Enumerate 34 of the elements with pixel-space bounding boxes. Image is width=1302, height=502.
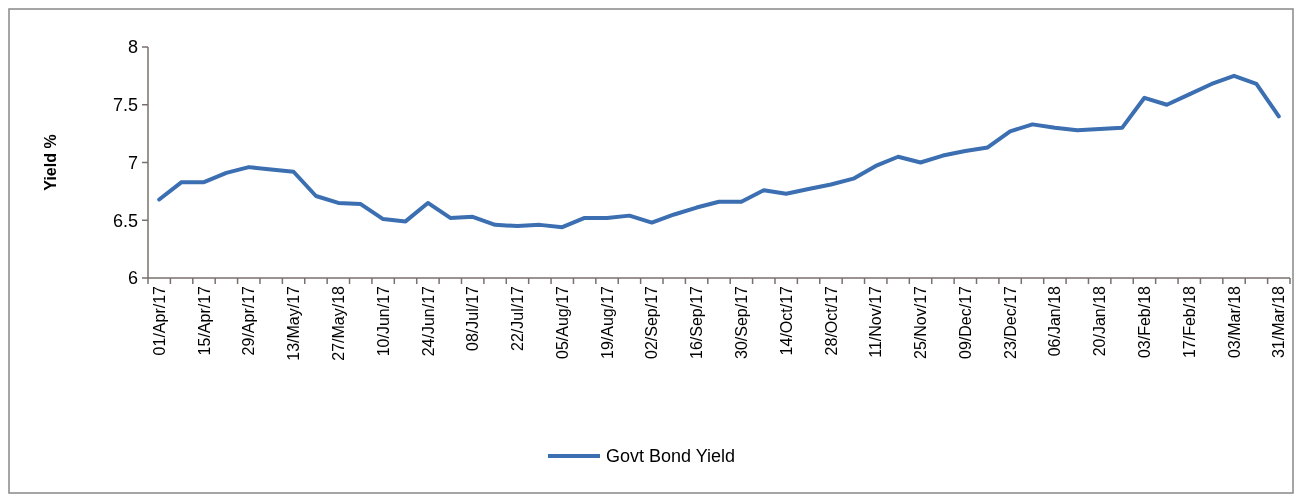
- y-tick-label: 7: [127, 152, 138, 173]
- legend-label: Govt Bond Yield: [606, 446, 736, 467]
- x-tick-label: 03/Mar/18: [1225, 285, 1243, 359]
- x-tick-label: 01/Apr/17: [150, 285, 168, 356]
- line-series: [157, 73, 1281, 230]
- x-tick-label: 09/Dec/17: [956, 285, 974, 359]
- x-tick-label: 06/Jan/18: [1046, 285, 1064, 357]
- x-tick-label: 02/Sep/17: [643, 285, 661, 359]
- x-tick-label: 27/May/18: [329, 285, 347, 361]
- x-tick-label: 14/Oct/17: [777, 285, 795, 356]
- x-tick-label: 05/Aug/17: [553, 285, 571, 359]
- y-axis-title: Yield %: [42, 134, 59, 191]
- x-tick-label: 20/Jan/18: [1091, 285, 1109, 357]
- x-tick-label: 17/Feb/18: [1180, 285, 1198, 359]
- x-tick-label: 03/Feb/18: [1136, 285, 1154, 359]
- x-tick-label: 31/Mar/18: [1270, 285, 1288, 359]
- x-tick-label: 10/Jun/17: [374, 285, 392, 357]
- y-tick-label: 7.5: [112, 95, 138, 116]
- x-tick-label: 11/Nov/17: [867, 285, 885, 358]
- x-tick-label: 13/May/17: [285, 285, 303, 361]
- x-tick-label: 16/Sep/17: [688, 285, 706, 359]
- y-tick-label: 8: [127, 37, 138, 58]
- x-tick-label: 28/Oct/17: [822, 285, 840, 356]
- x-tick-label: 30/Sep/17: [732, 285, 750, 359]
- x-tick-label: 24/Jun/17: [419, 285, 437, 357]
- y-tick-label: 6: [127, 268, 138, 289]
- x-tick-label: 22/Jul/17: [509, 285, 527, 351]
- x-tick-label: 29/Apr/17: [240, 285, 258, 356]
- y-tick-label: 6.5: [112, 210, 138, 231]
- x-tick-label: 25/Nov/17: [912, 285, 930, 359]
- x-tick-label: 15/Apr/17: [195, 285, 213, 356]
- x-tick-label: 08/Jul/17: [464, 285, 482, 351]
- x-tick-label: 19/Aug/17: [598, 285, 616, 359]
- x-tick-label: 23/Dec/17: [1001, 285, 1019, 359]
